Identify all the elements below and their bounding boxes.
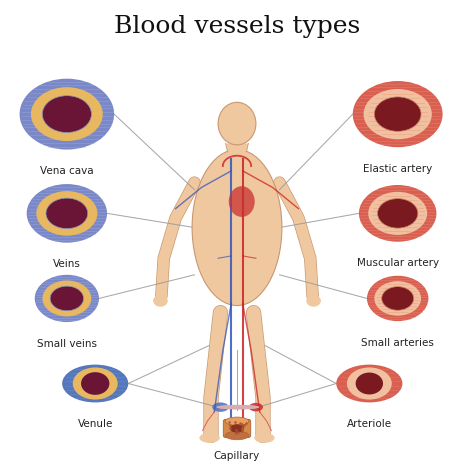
Ellipse shape [154,296,167,306]
Ellipse shape [367,276,428,321]
Text: Muscular artery: Muscular artery [356,258,439,268]
Ellipse shape [368,192,427,235]
Ellipse shape [217,406,259,409]
Text: Vena cava: Vena cava [40,166,94,176]
Ellipse shape [217,406,259,409]
Ellipse shape [36,191,97,236]
Ellipse shape [50,286,83,311]
Ellipse shape [336,365,402,402]
Ellipse shape [374,97,421,131]
Ellipse shape [382,287,414,310]
Ellipse shape [81,372,109,395]
Ellipse shape [43,281,91,317]
Ellipse shape [307,296,320,306]
Text: Veins: Veins [53,259,81,269]
Text: Arteriole: Arteriole [347,419,392,429]
Ellipse shape [217,405,259,409]
Ellipse shape [35,275,99,322]
Ellipse shape [225,417,249,426]
Ellipse shape [31,87,103,141]
Ellipse shape [249,403,263,411]
Text: Venule: Venule [78,419,113,429]
Ellipse shape [192,150,282,306]
Ellipse shape [377,199,418,228]
Ellipse shape [217,405,259,409]
Ellipse shape [356,373,383,394]
Ellipse shape [42,96,91,133]
Polygon shape [226,144,248,152]
Text: Elastic artery: Elastic artery [363,164,432,174]
Ellipse shape [217,405,259,410]
Ellipse shape [255,434,274,442]
Ellipse shape [73,367,118,400]
Ellipse shape [225,431,249,440]
Text: Small veins: Small veins [37,338,97,348]
Text: Blood vessels types: Blood vessels types [114,15,360,38]
Ellipse shape [200,434,219,442]
Text: Small arteries: Small arteries [361,337,434,347]
FancyBboxPatch shape [223,419,251,438]
Ellipse shape [364,89,432,139]
Ellipse shape [353,81,443,147]
Ellipse shape [217,405,259,410]
Ellipse shape [62,365,128,402]
Ellipse shape [27,184,107,243]
Ellipse shape [347,367,392,400]
Ellipse shape [19,79,114,150]
Ellipse shape [229,186,255,217]
Ellipse shape [46,198,88,228]
Ellipse shape [212,402,229,412]
Ellipse shape [230,424,244,433]
Text: Capillary: Capillary [214,451,260,461]
Ellipse shape [218,102,256,145]
Ellipse shape [359,185,437,242]
Ellipse shape [374,281,421,316]
